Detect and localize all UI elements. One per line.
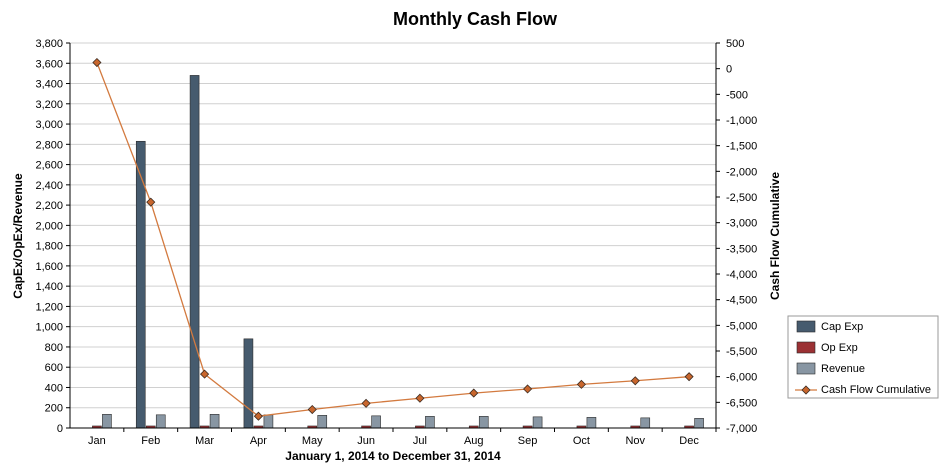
y2-tick-label: -1,500 <box>726 141 757 153</box>
y2-tick-label: 500 <box>726 38 744 50</box>
y-tick-label: 1,600 <box>35 261 63 273</box>
x-tick-label: Jan <box>88 435 106 447</box>
y2-tick-label: -5,500 <box>726 346 757 358</box>
bar-cap-exp <box>243 338 254 429</box>
bar-revenue <box>317 415 328 429</box>
y2-tick-label: -2,500 <box>726 192 757 204</box>
y-tick-label: 3,400 <box>35 79 63 91</box>
y2-tick-label: -6,000 <box>726 372 757 384</box>
axes: 0 200 400 600 800 1,000 1,200 1,400 1,600 1,800 2,… <box>35 38 757 447</box>
y2-tick-label: -5,000 <box>726 320 757 332</box>
x-tick-label: Jul <box>413 435 427 447</box>
y2-tick-label: -500 <box>726 89 748 101</box>
bars <box>92 75 704 429</box>
y2-axis-title: Cash Flow Cumulative <box>768 172 782 300</box>
y2-tick-label: -3,000 <box>726 218 757 230</box>
cash-flow-marker <box>307 404 317 415</box>
cash-flow-marker <box>469 388 479 398</box>
chart-title: Monthly Cash Flow <box>393 9 558 29</box>
x-tick-label: Apr <box>250 435 267 447</box>
cash-flow-marker <box>415 393 425 403</box>
grid <box>70 42 716 429</box>
y-tick-label: 2,400 <box>35 180 63 192</box>
y-tick-label: 3,000 <box>35 119 63 131</box>
plot-area <box>70 43 716 428</box>
y-tick-label: 3,200 <box>35 99 63 111</box>
bar-revenue <box>425 416 435 429</box>
y2-tick-label: -3,500 <box>726 243 757 255</box>
legend: Cap Exp Op Exp Revenue Cash Flow Cumulative <box>787 315 939 399</box>
y-tick-label: 2,200 <box>35 200 63 212</box>
y2-tick-label: -2,000 <box>726 166 757 178</box>
cash-flow-marker <box>146 197 156 207</box>
cash-flow-marker <box>576 379 586 389</box>
legend-swatch-cap-exp <box>796 320 816 333</box>
y2-tick-label: -4,000 <box>726 269 757 281</box>
y-tick-label: 1,400 <box>35 281 63 293</box>
cash-flow-marker <box>92 57 102 68</box>
cash-flow-polyline <box>96 62 690 417</box>
y-tick-label: 1,200 <box>35 301 63 313</box>
x-tick-label: Aug <box>464 435 484 447</box>
legend-swatch-revenue <box>796 362 816 375</box>
x-tick-label: Nov <box>625 435 645 447</box>
y-tick-label: 0 <box>57 423 63 435</box>
x-tick-label: Mar <box>195 435 214 447</box>
y2-tick-label: -7,000 <box>726 423 757 435</box>
y2-tick-label: -4,500 <box>726 295 757 307</box>
y-axis-title: CapEx/OpEx/Revenue <box>11 173 25 299</box>
x-tick-label: Oct <box>573 435 590 447</box>
y2-tick-label: -1,000 <box>726 115 757 127</box>
legend-swatch-marker <box>801 385 811 395</box>
y-tick-label: 800 <box>45 342 63 354</box>
y-tick-label: 2,000 <box>35 220 63 232</box>
y-tick-label: 3,800 <box>35 38 63 50</box>
x-tick-label: May <box>302 435 323 447</box>
y-tick-label: 600 <box>45 362 63 374</box>
cash-flow-marker <box>253 411 263 421</box>
x-tick-label: Feb <box>141 435 160 447</box>
y-tick-label: 2,800 <box>35 139 63 151</box>
bar-revenue <box>155 414 166 429</box>
y-tick-label: 2,600 <box>35 160 63 172</box>
bar-revenue <box>694 418 704 429</box>
bar-revenue <box>209 414 220 429</box>
bar-revenue <box>263 414 274 429</box>
legend-label-cap-exp: Cap Exp <box>821 321 863 333</box>
bar-revenue <box>532 416 543 429</box>
cash-flow-marker <box>684 372 694 382</box>
bar-revenue <box>586 417 597 429</box>
legend-label-cash-flow-cumulative: Cash Flow Cumulative <box>821 384 931 396</box>
y-tick-label: 200 <box>45 403 63 415</box>
y2-tick-label: -6,500 <box>726 397 757 409</box>
bar-revenue <box>478 416 489 429</box>
bar-revenue <box>102 414 112 429</box>
y-tick-label: 1,800 <box>35 241 63 253</box>
cash-flow-line <box>92 57 694 421</box>
cash-flow-marker <box>630 376 640 386</box>
bar-cap-exp <box>189 75 200 429</box>
cash-flow-marker <box>200 369 210 379</box>
legend-label-op-exp: Op Exp <box>821 342 858 354</box>
x-tick-label: Sep <box>518 435 538 447</box>
bar-revenue <box>371 415 381 429</box>
x-tick-label: Jun <box>357 435 375 447</box>
y-tick-label: 400 <box>45 382 63 394</box>
y-tick-label: 3,600 <box>35 58 63 70</box>
y2-tick-label: 0 <box>726 64 732 76</box>
cash-flow-marker <box>361 398 371 408</box>
legend-swatch-op-exp <box>796 341 816 354</box>
x-axis-title: January 1, 2014 to December 31, 2014 <box>285 449 501 463</box>
y-tick-label: 1,000 <box>35 322 63 334</box>
legend-label-revenue: Revenue <box>821 363 865 375</box>
bar-revenue <box>640 417 651 429</box>
x-tick-label: Dec <box>679 435 699 447</box>
cash-flow-marker <box>523 384 533 394</box>
